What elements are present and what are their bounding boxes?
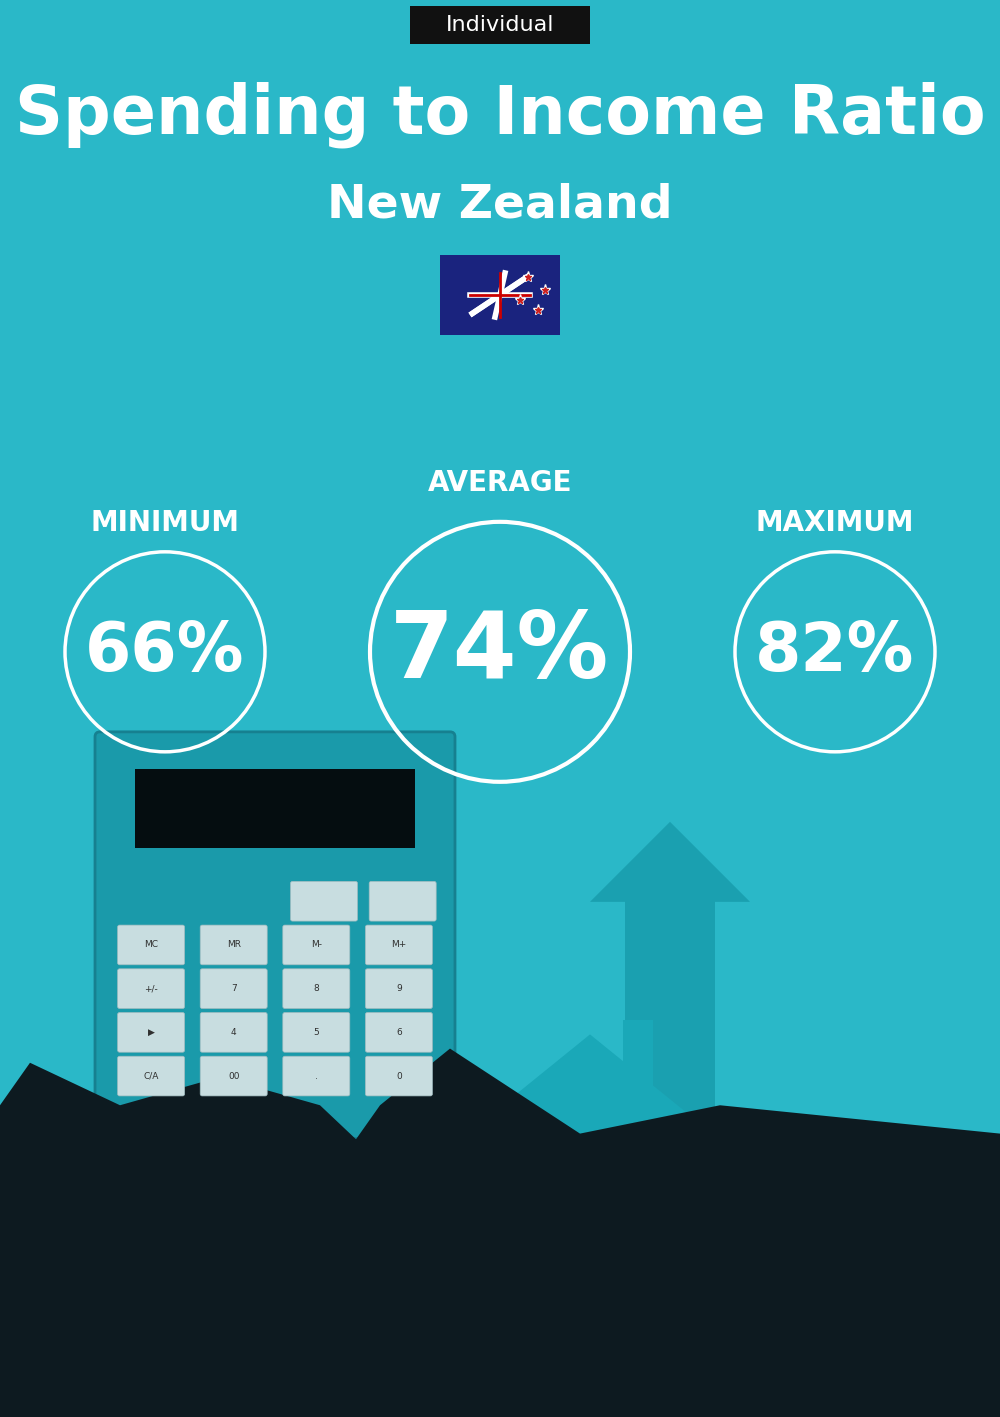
Text: AVERAGE: AVERAGE <box>428 469 572 497</box>
FancyBboxPatch shape <box>283 1013 350 1053</box>
Text: +/-: +/- <box>144 985 158 993</box>
Text: MC: MC <box>144 941 158 949</box>
Text: 9: 9 <box>396 985 402 993</box>
Text: M+: M+ <box>391 941 407 949</box>
Text: MINIMUM: MINIMUM <box>90 509 240 537</box>
Text: .: . <box>315 1071 318 1081</box>
Polygon shape <box>400 1105 530 1304</box>
Text: 66%: 66% <box>85 619 245 684</box>
FancyBboxPatch shape <box>365 1056 432 1095</box>
FancyBboxPatch shape <box>118 1056 185 1095</box>
FancyBboxPatch shape <box>200 1013 267 1053</box>
FancyBboxPatch shape <box>369 881 436 921</box>
FancyBboxPatch shape <box>118 1013 185 1053</box>
FancyBboxPatch shape <box>200 925 267 965</box>
FancyBboxPatch shape <box>290 881 358 921</box>
FancyBboxPatch shape <box>365 925 432 965</box>
Polygon shape <box>0 1063 380 1417</box>
Polygon shape <box>0 1261 220 1332</box>
Text: 82%: 82% <box>755 619 915 684</box>
Polygon shape <box>200 1049 1000 1417</box>
FancyBboxPatch shape <box>118 969 185 1009</box>
FancyBboxPatch shape <box>200 969 267 1009</box>
Text: $: $ <box>814 1268 845 1311</box>
FancyBboxPatch shape <box>510 1335 690 1342</box>
Text: Spending to Income Ratio: Spending to Income Ratio <box>15 82 985 149</box>
Polygon shape <box>590 822 750 1304</box>
FancyBboxPatch shape <box>440 255 560 334</box>
FancyBboxPatch shape <box>283 1056 350 1095</box>
FancyBboxPatch shape <box>200 1056 267 1095</box>
FancyBboxPatch shape <box>555 1244 625 1374</box>
FancyBboxPatch shape <box>365 969 432 1009</box>
FancyBboxPatch shape <box>805 1156 855 1213</box>
Circle shape <box>690 1255 800 1366</box>
Polygon shape <box>820 1134 950 1304</box>
Polygon shape <box>450 1034 730 1148</box>
Text: 8: 8 <box>313 985 319 993</box>
FancyBboxPatch shape <box>559 1250 621 1374</box>
Circle shape <box>755 1207 905 1357</box>
Text: Individual: Individual <box>446 16 554 35</box>
Text: C/A: C/A <box>143 1071 159 1081</box>
Text: 5: 5 <box>313 1027 319 1037</box>
Text: MR: MR <box>227 941 241 949</box>
FancyBboxPatch shape <box>725 1216 765 1258</box>
Text: 7: 7 <box>231 985 237 993</box>
Text: $: $ <box>734 1302 756 1331</box>
Text: MAXIMUM: MAXIMUM <box>756 509 914 537</box>
FancyBboxPatch shape <box>510 1359 690 1366</box>
Text: M-: M- <box>311 941 322 949</box>
FancyBboxPatch shape <box>510 1343 690 1350</box>
FancyBboxPatch shape <box>283 925 350 965</box>
FancyBboxPatch shape <box>135 768 415 847</box>
FancyBboxPatch shape <box>410 6 590 44</box>
FancyBboxPatch shape <box>510 1352 690 1359</box>
FancyBboxPatch shape <box>283 969 350 1009</box>
FancyBboxPatch shape <box>365 1013 432 1053</box>
FancyBboxPatch shape <box>510 1367 690 1374</box>
FancyBboxPatch shape <box>559 1250 621 1374</box>
FancyBboxPatch shape <box>118 925 185 965</box>
Text: 6: 6 <box>396 1027 402 1037</box>
Text: 0: 0 <box>396 1071 402 1081</box>
FancyBboxPatch shape <box>95 731 455 1139</box>
Text: 74%: 74% <box>390 606 610 697</box>
Polygon shape <box>550 1289 1000 1360</box>
Text: ▶: ▶ <box>148 1027 155 1037</box>
FancyBboxPatch shape <box>480 1148 700 1374</box>
Text: New Zealand: New Zealand <box>327 183 673 228</box>
FancyBboxPatch shape <box>623 1020 653 1091</box>
Text: 00: 00 <box>228 1071 239 1081</box>
Text: 4: 4 <box>231 1027 237 1037</box>
